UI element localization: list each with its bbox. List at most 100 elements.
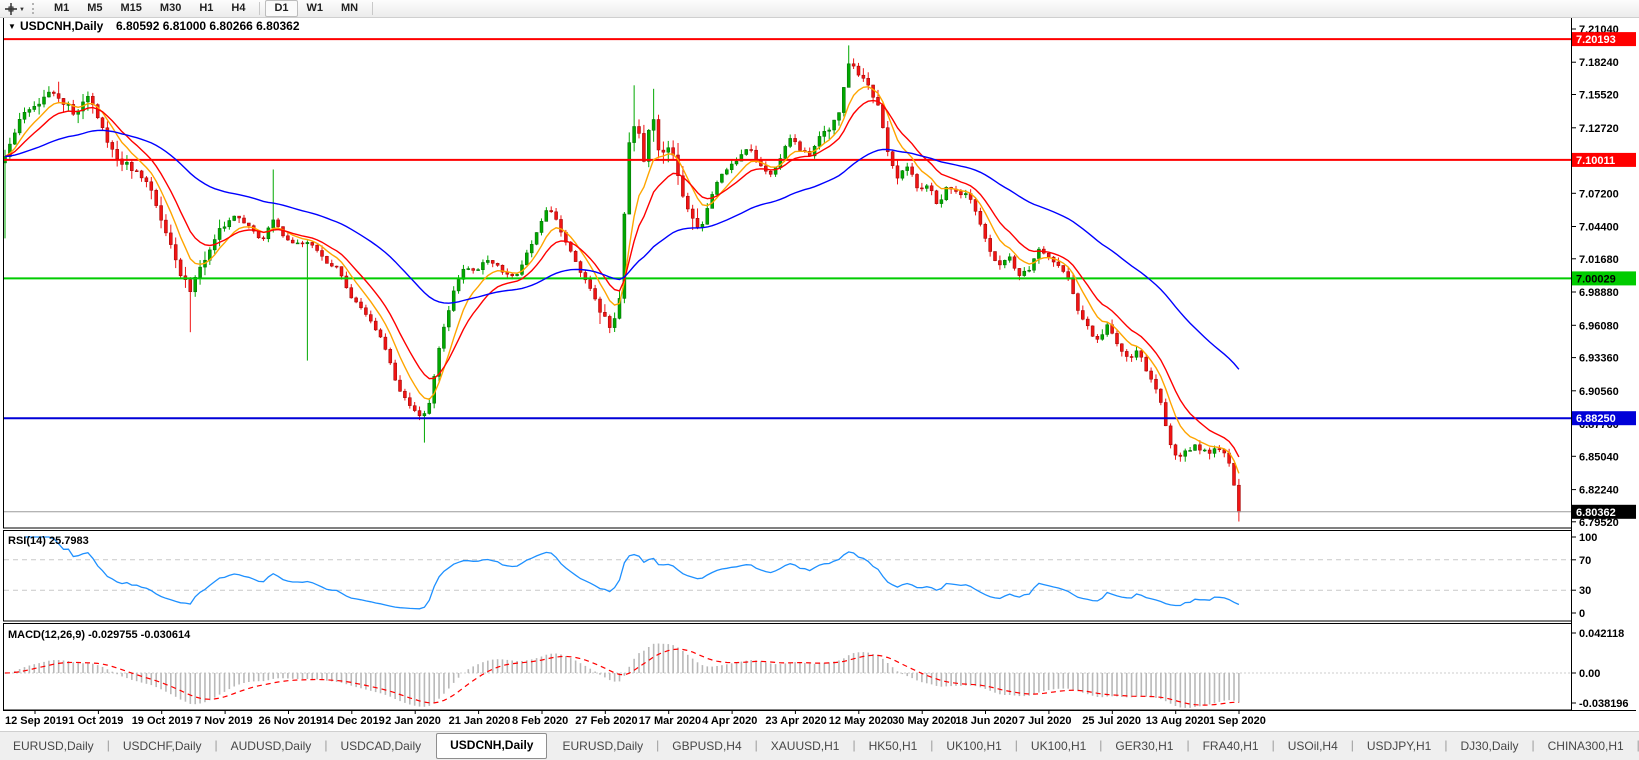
timeframe-button-m30[interactable]: M30 <box>159 2 182 14</box>
tab-separator: | <box>106 738 110 752</box>
tab-separator: | <box>852 738 856 752</box>
tab-separator: | <box>1531 738 1535 752</box>
price-tick-label: 7.07200 <box>1579 188 1619 200</box>
tab-hk50-h1[interactable]: HK50,H1 <box>868 739 918 753</box>
date-tick-label: 2 Jan 2020 <box>385 715 441 727</box>
moving-average-lines <box>4 85 1240 474</box>
toolbar-grip <box>31 3 38 14</box>
tab-usdcnh-daily[interactable]: USDCNH,Daily <box>436 733 548 759</box>
timeframe-button-m1[interactable]: M1 <box>53 2 70 14</box>
tab-xauusd-h1[interactable]: XAUUSD,H1 <box>770 739 840 753</box>
tab-usdcad-daily[interactable]: USDCAD,Daily <box>340 739 422 753</box>
price-tick-label: 6.90560 <box>1579 386 1619 398</box>
rsi-panel-area[interactable] <box>3 530 1572 622</box>
macd-tick-label: -0.038196 <box>1579 698 1629 710</box>
price-tick-label: 6.82240 <box>1579 485 1619 497</box>
tab-gbpusd-h4[interactable]: GBPUSD,H4 <box>672 739 742 753</box>
date-tick-label: 26 Nov 2019 <box>259 715 323 727</box>
date-axis: 12 Sep 2019 1 Oct 2019 19 Oct 2019 7 Nov 20… <box>3 710 1636 727</box>
timeframe-button-mn[interactable]: MN <box>341 2 359 14</box>
tab-separator: | <box>1014 738 1018 752</box>
macd-tick-label: 0.00 <box>1579 668 1600 680</box>
price-axis: 7.210407.182407.155207.127207.072007.044… <box>1571 24 1629 710</box>
date-tick-label: 4 Apr 2020 <box>702 715 757 727</box>
price-level-badge: 6.88250 <box>1576 413 1616 425</box>
horizontal-level-lines <box>4 38 1571 513</box>
price-tick-label: 6.93360 <box>1579 353 1619 365</box>
macd-tick-label: 0.042118 <box>1579 628 1624 640</box>
tab-separator: | <box>1271 738 1275 752</box>
tab-audusd-daily[interactable]: AUDUSD,Daily <box>230 739 312 753</box>
tab-separator: | <box>754 738 758 752</box>
timeframe-button-h4[interactable]: H4 <box>231 2 246 14</box>
candlestick-series <box>4 45 1241 522</box>
rsi-tick-label: 0 <box>1579 608 1585 620</box>
price-tick-label: 6.96080 <box>1579 320 1619 332</box>
date-tick-label: 21 Jan 2020 <box>449 715 511 727</box>
price-level-badge: 6.80362 <box>1576 507 1616 519</box>
chart-tab-bar: EURUSD,Daily | USDCHF,Daily | AUDUSD,Daily | U… <box>0 731 1639 760</box>
toolbar-separator <box>372 2 374 15</box>
crosshair-cursor-icon[interactable] <box>3 2 19 16</box>
toolbar: ▼ M1 M5 M15 M30 H1 H4 D1 W1 MN <box>0 0 1639 18</box>
price-level-badge: 7.10011 <box>1576 155 1615 167</box>
chart-title-quote: 6.80592 6.81000 6.80266 6.80362 <box>116 19 300 33</box>
tab-separator: | <box>1444 738 1448 752</box>
tab-separator: | <box>1350 738 1354 752</box>
timeframe-button-d1[interactable]: D1 <box>265 0 298 17</box>
date-tick-label: 12 May 2020 <box>829 715 893 727</box>
tab-separator: | <box>324 738 328 752</box>
date-tick-label: 7 Nov 2019 <box>195 715 252 727</box>
rsi-tick-label: 70 <box>1579 555 1591 567</box>
tab-container: EURUSD,Daily | USDCHF,Daily | AUDUSD,Daily | U… <box>0 733 1639 759</box>
date-tick-label: 23 Apr 2020 <box>765 715 826 727</box>
timeframe-button-w1[interactable]: W1 <box>306 2 324 14</box>
price-tick-label: 6.85040 <box>1579 451 1619 463</box>
price-tick-label: 6.98880 <box>1579 287 1619 299</box>
timeframe-button-m5[interactable]: M5 <box>87 2 103 14</box>
chart-plot-area[interactable] <box>3 17 1572 529</box>
price-tick-label: 6.79520 <box>1579 517 1619 529</box>
tab-usdchf-daily[interactable]: USDCHF,Daily <box>122 739 202 753</box>
price-level-badge: 7.20193 <box>1576 34 1616 46</box>
chart-tool-dropdown-icon[interactable]: ▼ <box>19 6 25 13</box>
date-tick-label: 13 Aug 2020 <box>1146 715 1210 727</box>
tab-eurusd-daily[interactable]: EURUSD,Daily <box>13 739 94 753</box>
macd-indicator <box>4 643 1571 708</box>
toolbar-separator <box>259 2 261 15</box>
tab-fra40-h1[interactable]: FRA40,H1 <box>1202 739 1259 753</box>
date-tick-label: 7 Jul 2020 <box>1019 715 1072 727</box>
date-tick-label: 25 Jul 2020 <box>1082 715 1141 727</box>
tab-separator: | <box>1637 738 1639 752</box>
date-tick-label: 12 Sep 2019 <box>5 715 68 727</box>
tab-ger30-h1[interactable]: GER30,H1 <box>1115 739 1174 753</box>
tab-eurusd-daily[interactable]: EURUSD,Daily <box>562 739 644 753</box>
window-collapse-icon[interactable]: ▼ <box>8 22 16 31</box>
price-tick-label: 7.12720 <box>1579 123 1619 135</box>
macd-panel-area[interactable] <box>3 623 1572 711</box>
tab-uk100-h1[interactable]: UK100,H1 <box>946 739 1002 753</box>
date-tick-label: 14 Dec 2019 <box>322 715 385 727</box>
tab-dj30-daily[interactable]: DJ30,Daily <box>1460 739 1519 753</box>
tab-uk100-h1[interactable]: UK100,H1 <box>1030 739 1087 753</box>
chart-title-symbol: USDCNH,Daily <box>20 19 104 33</box>
date-tick-label: 1 Oct 2019 <box>68 715 123 727</box>
tab-usdjpy-h1[interactable]: USDJPY,H1 <box>1366 739 1432 753</box>
tab-usoil-h4[interactable]: USOil,H4 <box>1287 739 1338 753</box>
price-tick-label: 7.04400 <box>1579 222 1619 234</box>
date-tick-label: 30 May 2020 <box>892 715 956 727</box>
rsi-tick-label: 100 <box>1579 532 1597 544</box>
date-tick-label: 1 Sep 2020 <box>1209 715 1266 727</box>
tab-china300-h1[interactable]: CHINA300,H1 <box>1547 739 1624 753</box>
date-tick-label: 8 Feb 2020 <box>512 715 568 727</box>
rsi-tick-label: 30 <box>1579 585 1591 597</box>
date-tick-label: 19 Oct 2019 <box>132 715 193 727</box>
timeframe-button-h1[interactable]: H1 <box>199 2 214 14</box>
price-tick-label: 7.15520 <box>1579 90 1619 102</box>
timeframe-button-group: M1 M5 M15 M30 H1 H4 D1 W1 MN <box>45 0 378 17</box>
rsi-label: RSI(14) 25.7983 <box>8 535 89 547</box>
timeframe-button-m15[interactable]: M15 <box>120 2 142 14</box>
date-tick-label: 17 Mar 2020 <box>639 715 701 727</box>
tab-separator: | <box>1186 738 1190 752</box>
rsi-indicator <box>4 536 1571 610</box>
